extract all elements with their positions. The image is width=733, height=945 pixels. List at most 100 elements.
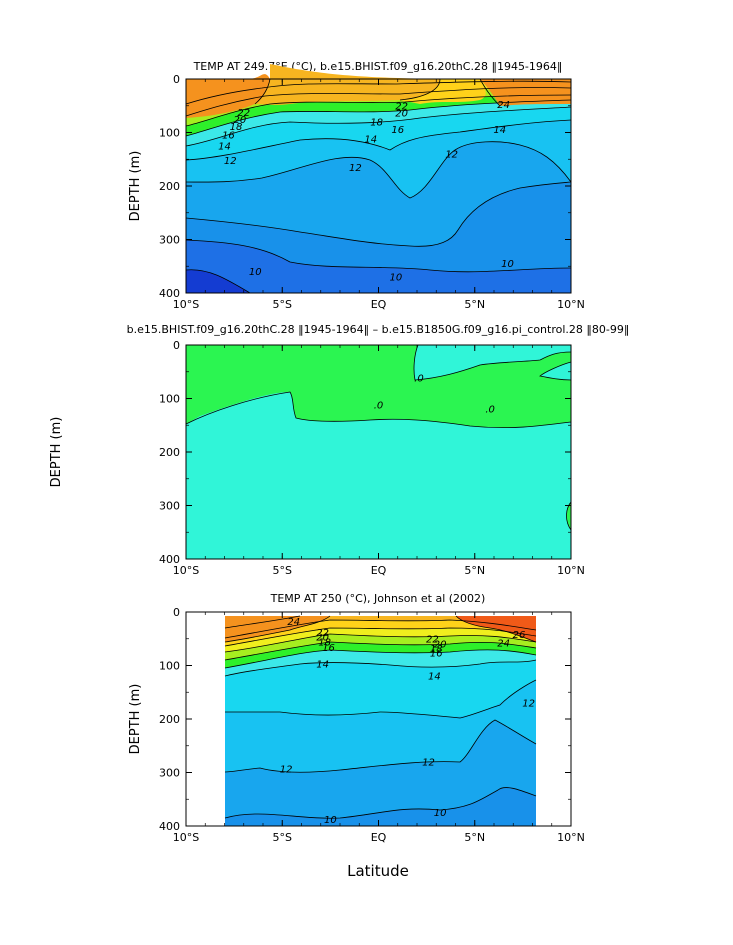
contour-label: 10 xyxy=(501,259,514,270)
contour-line xyxy=(224,633,537,653)
panel-1: TEMP AT 249.7°E (°C), b.e15.BHIST.f09_g1… xyxy=(128,60,585,311)
contour-label: 18 xyxy=(230,122,243,133)
contour-label: 14 xyxy=(218,141,231,152)
contour-line xyxy=(224,659,537,677)
contour-line xyxy=(185,87,572,117)
contour-line xyxy=(224,615,301,629)
contour-label: 22 xyxy=(395,101,408,112)
contour-label: 12 xyxy=(280,764,293,775)
fill-negative-patch-right xyxy=(540,362,571,380)
contour-label: 16 xyxy=(430,649,443,660)
contour-label: 22 xyxy=(426,634,439,645)
panel-2-title: b.e15.BHIST.f09_g16.20thC.28 ‖1945-1964‖… xyxy=(127,323,630,336)
contour-line xyxy=(539,361,572,381)
contour-line xyxy=(185,239,572,273)
contour-label: 22 xyxy=(316,628,329,639)
x-tick-label: 10°N xyxy=(557,298,585,311)
panel-2: b.e15.BHIST.f09_g16.20thC.28 ‖1945-1964‖… xyxy=(49,323,629,577)
panel-3-ylabel: DEPTH (m) xyxy=(128,684,143,755)
fill-band-22 xyxy=(186,64,571,92)
contour-label: 18 xyxy=(318,637,331,648)
contour-label: 12 xyxy=(522,698,535,709)
panel-1-ylabel: DEPTH (m) xyxy=(128,151,143,222)
contour-line xyxy=(224,627,537,647)
y-tick-label: 100 xyxy=(159,660,180,673)
contour-label: 14 xyxy=(428,672,441,683)
contour-line xyxy=(185,141,572,199)
contour-line xyxy=(185,181,572,247)
fill-band-24-right xyxy=(480,79,571,106)
contour-label: 16 xyxy=(322,643,335,654)
contour-label: 20 xyxy=(395,109,408,120)
contour-label: .0 xyxy=(374,400,384,411)
contour-line xyxy=(224,641,537,661)
contour-label: 20 xyxy=(434,640,447,651)
contour-label: 18 xyxy=(370,117,383,128)
contour-label: 14 xyxy=(493,125,506,136)
contour-label: 22 xyxy=(237,108,250,119)
contour-label: 12 xyxy=(349,163,362,174)
panel-3-contours xyxy=(224,615,537,819)
contour-label: 14 xyxy=(364,134,377,145)
y-tick-label: 0 xyxy=(173,73,180,86)
contour-line xyxy=(224,619,537,639)
x-tick-label: 10°S xyxy=(173,831,199,844)
x-tick-label: 10°S xyxy=(173,298,199,311)
contour-label: 10 xyxy=(434,808,447,819)
contour-label: 10 xyxy=(324,815,337,826)
y-tick-label: 100 xyxy=(159,393,180,406)
fill-band-9 xyxy=(186,240,571,293)
contour-line xyxy=(185,80,572,105)
x-tick-label: 5°S xyxy=(273,831,292,844)
contour-label: 12 xyxy=(422,757,435,768)
contour-label: 20 xyxy=(234,115,247,126)
fill-band-22-top xyxy=(255,79,440,105)
contour-label: 10 xyxy=(389,272,402,283)
contour-label: .0 xyxy=(485,405,495,416)
contour-line xyxy=(254,78,271,105)
contour-label: .0 xyxy=(414,374,424,385)
x-tick-label: 5°S xyxy=(273,298,292,311)
x-tick-label: 5°N xyxy=(464,831,485,844)
y-tick-label: 300 xyxy=(159,234,180,247)
contour-label: 16 xyxy=(391,125,404,136)
x-tick-label: 5°N xyxy=(464,564,485,577)
x-tick-label: 10°S xyxy=(173,564,199,577)
panel-2-fills xyxy=(186,345,571,559)
y-tick-label: 400 xyxy=(159,287,180,300)
contour-line xyxy=(224,649,537,669)
y-tick-label: 400 xyxy=(159,820,180,833)
panel-1-contours xyxy=(185,78,572,294)
fill-band-24-left xyxy=(225,616,330,642)
fill-negative-patch xyxy=(414,345,571,380)
fill-band-8 xyxy=(186,269,250,293)
panel-3-fills xyxy=(225,616,536,826)
y-tick-label: 0 xyxy=(173,606,180,619)
panel-2-contours xyxy=(185,344,572,531)
y-tick-label: 300 xyxy=(159,767,180,780)
panel-3: TEMP AT 250 (°C), Johnson et al (2002) xyxy=(128,592,585,880)
contour-line xyxy=(479,78,501,107)
contour-line xyxy=(185,94,572,127)
contour-line xyxy=(185,106,572,147)
x-tick-label: 10°N xyxy=(557,564,585,577)
y-tick-label: 200 xyxy=(159,713,180,726)
y-tick-label: 100 xyxy=(159,127,180,140)
x-tick-label: EQ xyxy=(371,298,387,311)
x-tick-label: EQ xyxy=(371,564,387,577)
contour-label: 10 xyxy=(249,267,262,278)
contour-line xyxy=(225,679,537,719)
contour-line xyxy=(185,269,251,294)
y-tick-label: 200 xyxy=(159,446,180,459)
contour-label: 24 xyxy=(497,100,510,111)
y-tick-label: 400 xyxy=(159,553,180,566)
y-tick-label: 0 xyxy=(173,339,180,352)
panel-1-title: TEMP AT 249.7°E (°C), b.e15.BHIST.f09_g1… xyxy=(193,60,563,73)
contour-label: 12 xyxy=(445,149,458,160)
x-tick-label: 5°N xyxy=(464,298,485,311)
contour-line xyxy=(185,391,572,429)
x-tick-label: 5°S xyxy=(273,564,292,577)
contour-line xyxy=(185,119,572,161)
contour-label: 14 xyxy=(316,659,329,670)
